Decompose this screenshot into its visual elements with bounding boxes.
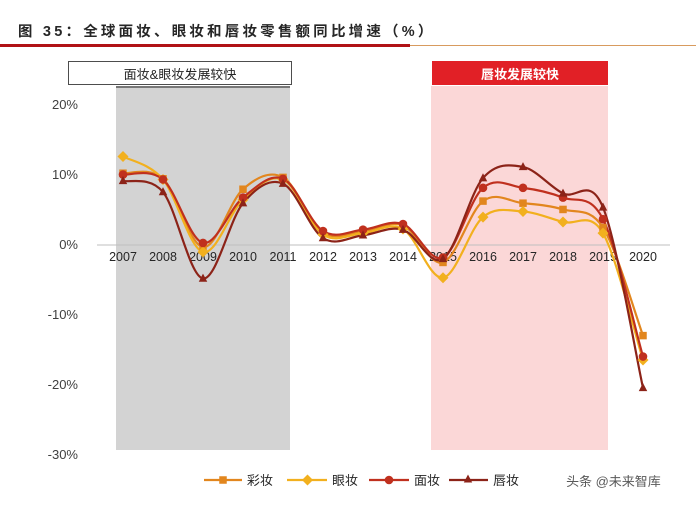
svg-text:唇妆: 唇妆 — [493, 473, 519, 488]
svg-text:2011: 2011 — [270, 250, 297, 264]
svg-text:2007: 2007 — [109, 250, 137, 264]
svg-text:面妆: 面妆 — [414, 473, 440, 488]
svg-text:2013: 2013 — [349, 250, 377, 264]
svg-text:2014: 2014 — [389, 250, 417, 264]
svg-text:2018: 2018 — [549, 250, 577, 264]
svg-text:20%: 20% — [52, 97, 78, 112]
svg-text:10%: 10% — [52, 167, 78, 182]
svg-text:2012: 2012 — [309, 250, 337, 264]
svg-text:-20%: -20% — [48, 377, 79, 392]
svg-text:2017: 2017 — [509, 250, 537, 264]
svg-text:2020: 2020 — [629, 250, 657, 264]
svg-text:0%: 0% — [59, 237, 78, 252]
svg-text:-30%: -30% — [48, 447, 79, 462]
svg-text:头条 @未来智库: 头条 @未来智库 — [566, 474, 661, 489]
svg-text:2008: 2008 — [149, 250, 177, 264]
svg-text:眼妆: 眼妆 — [332, 473, 358, 488]
svg-text:2016: 2016 — [469, 250, 497, 264]
svg-text:彩妆: 彩妆 — [247, 473, 273, 488]
svg-text:2010: 2010 — [229, 250, 257, 264]
svg-text:-10%: -10% — [48, 307, 79, 322]
